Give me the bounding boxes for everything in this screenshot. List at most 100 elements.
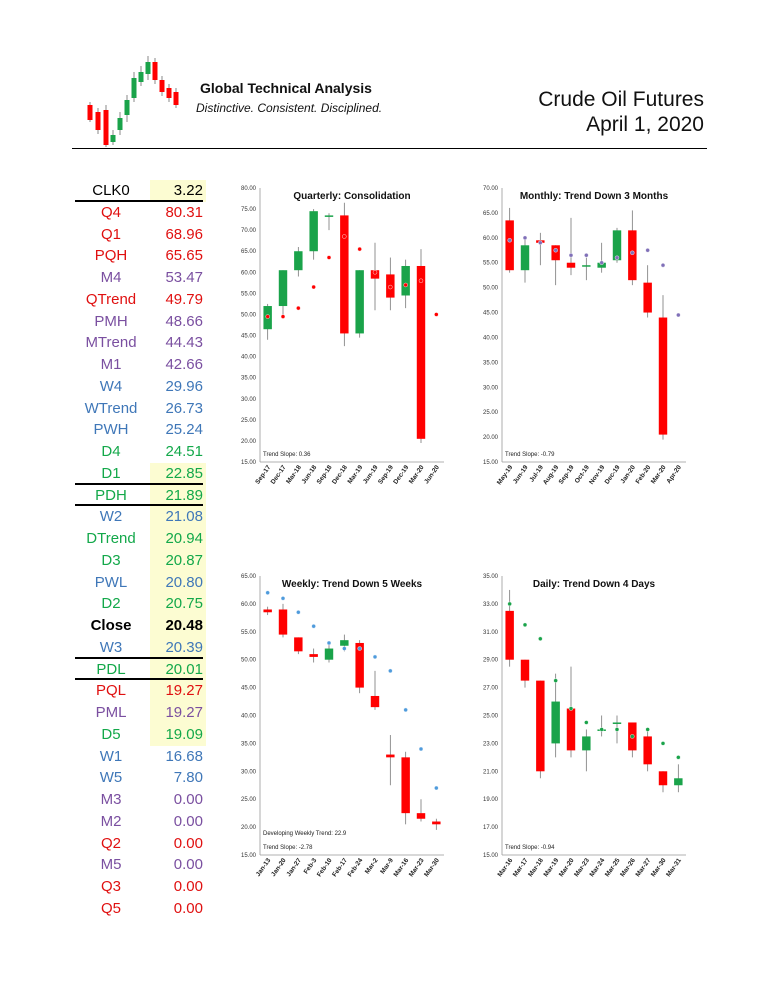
candle-body	[566, 262, 576, 268]
level-row: D5 19.09	[75, 723, 206, 746]
level-label: DTrend	[86, 530, 136, 547]
trend-dot	[599, 260, 604, 265]
level-highlight	[150, 462, 206, 485]
candle-body	[370, 695, 380, 708]
level-value: 42.66	[165, 356, 203, 373]
y-tick-label: 15.00	[483, 853, 499, 859]
trend-dot	[568, 706, 574, 711]
candle-body	[536, 680, 545, 772]
level-value: 20.80	[165, 573, 203, 591]
level-label: Close	[90, 617, 132, 634]
y-tick-label: 15.00	[483, 460, 499, 466]
trend-dot	[342, 234, 347, 239]
trend-dot	[553, 248, 558, 253]
trend-dot	[342, 646, 347, 651]
level-row: M5 0.00	[75, 854, 205, 876]
level-highlight	[150, 549, 206, 572]
x-tick-label: Dec-19	[604, 464, 622, 486]
levels-table: CLK0 3.22 Q4 80.31 Q1 68.96 PQH 65.65 M4 53.47 QTr…	[75, 180, 206, 920]
trend-dot	[372, 270, 378, 275]
y-tick-label: 60.00	[483, 236, 499, 242]
candle-body	[324, 648, 334, 660]
level-label: W2	[99, 508, 123, 526]
level-value: 21.89	[165, 486, 203, 504]
level-label: Q2	[100, 834, 121, 852]
header-divider	[72, 148, 707, 149]
level-value: 0.00	[173, 878, 203, 895]
level-highlight	[150, 484, 206, 507]
candle-body	[340, 215, 349, 334]
y-tick-label: 35.00	[241, 376, 257, 382]
level-label: D2	[101, 595, 121, 613]
level-row: Q2 0.00	[75, 833, 205, 855]
trend-dot	[676, 312, 681, 318]
level-highlight	[150, 180, 206, 202]
chart-annotation: Trend Slope: 0.36	[263, 452, 311, 458]
level-row: D4 24.51	[75, 441, 205, 463]
y-tick-label: 30.00	[241, 769, 257, 775]
candle-body	[416, 265, 426, 439]
candle-body	[582, 265, 591, 267]
candle-body	[294, 251, 303, 271]
level-value: 48.66	[165, 312, 203, 330]
level-separator	[75, 482, 203, 485]
logo-candle	[131, 78, 137, 98]
trend-dot	[280, 596, 286, 601]
level-row: D3 20.87	[75, 549, 206, 572]
level-label: D1	[101, 464, 121, 482]
level-label: W1	[99, 747, 123, 765]
trend-dot	[326, 640, 332, 646]
y-tick-label: 80.00	[241, 186, 257, 192]
trend-dot	[660, 263, 666, 268]
trend-dot	[538, 240, 543, 245]
logo-candle	[110, 135, 116, 142]
level-row: Close 20.48	[75, 615, 206, 637]
candle-body	[309, 654, 318, 657]
level-row: PMH 48.66	[75, 311, 205, 333]
y-tick-label: 65.00	[241, 574, 257, 580]
x-tick-label: Mar-30	[423, 857, 441, 878]
candle-body	[582, 736, 591, 751]
level-value: 3.22	[173, 182, 203, 199]
level-value: 21.08	[165, 508, 203, 526]
x-tick-label: Jan-27	[285, 857, 303, 878]
candle-body	[401, 757, 410, 814]
y-tick-label: 45.00	[241, 686, 257, 692]
y-tick-label: 50.00	[241, 658, 257, 664]
level-value: 16.68	[165, 747, 203, 765]
logo-candle	[173, 92, 179, 105]
candle-body	[658, 771, 668, 786]
logo-candle	[152, 62, 158, 80]
trend-dot	[538, 636, 543, 641]
trend-dot	[614, 727, 620, 732]
level-row: M3 0.00	[75, 789, 205, 811]
monthly-chart: 15.00 20.00 25.00 30.00 35.00 40.00 45.00 50.00…	[483, 186, 686, 486]
y-tick-label: 30.00	[241, 397, 257, 403]
level-highlight	[150, 723, 206, 746]
trend-dot	[507, 238, 512, 243]
level-row: D2 20.75	[75, 593, 206, 615]
candle-body	[340, 640, 349, 646]
trend-dot	[645, 727, 650, 732]
level-value: 44.43	[165, 334, 203, 352]
trend-dot	[280, 314, 286, 319]
level-label: MTrend	[85, 334, 137, 352]
y-tick-label: 30.00	[483, 385, 499, 391]
report-date: April 1, 2020	[586, 113, 704, 136]
y-tick-label: 20.00	[241, 439, 257, 445]
level-label: PWH	[93, 421, 129, 439]
level-row: PQH 65.65	[75, 245, 205, 267]
level-separator	[75, 656, 203, 659]
level-row: PDL 20.01	[75, 658, 206, 681]
quarterly-chart: 15.00 20.00 25.00 30.00 35.00 40.00 45.00 50.00…	[241, 186, 444, 486]
level-row: W4 29.96	[75, 376, 205, 398]
y-tick-label: 35.00	[483, 360, 499, 366]
x-tick-label: Jun-20	[423, 464, 441, 485]
y-tick-label: 19.00	[483, 797, 499, 803]
y-tick-label: 60.00	[241, 270, 257, 276]
level-label: QTrend	[85, 290, 137, 308]
chart-annotation: Trend Slope: -0.79	[505, 452, 555, 458]
level-label: PML	[95, 704, 127, 721]
y-tick-label: 23.00	[483, 741, 499, 747]
y-tick-label: 15.00	[241, 853, 257, 859]
